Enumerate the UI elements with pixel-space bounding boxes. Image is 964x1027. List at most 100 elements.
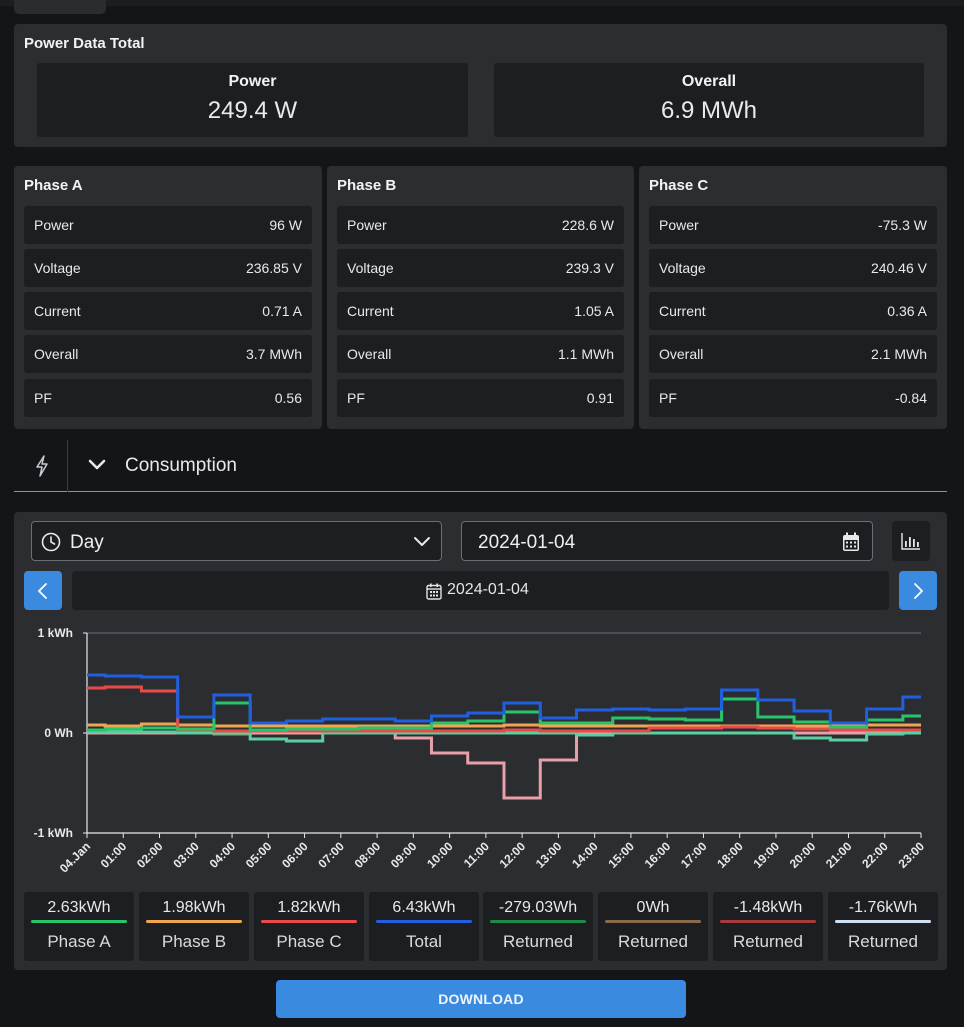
x-tick-label: 05:00 — [243, 839, 275, 871]
legend-item-returned-c[interactable]: -1.48kWh Returned — [713, 892, 823, 961]
legend-item-returned-total[interactable]: -1.76kWh Returned — [828, 892, 938, 961]
series-line — [87, 722, 921, 728]
phase-row: Power 96 W — [24, 206, 312, 244]
phase-row: Current 1.05 A — [337, 292, 624, 330]
row-label: PF — [34, 390, 52, 406]
x-tick-label: 15:00 — [605, 839, 637, 871]
power-data-total-card: Power Data Total Power 249.4 W Overall 6… — [14, 24, 947, 147]
current-date-display[interactable]: 2024-01-04 — [72, 571, 889, 610]
row-value: 1.05 A — [574, 303, 614, 319]
legend-item-total[interactable]: 6.43kWh Total — [369, 892, 479, 961]
x-tick-label: 21:00 — [823, 839, 855, 871]
row-value: 3.7 MWh — [245, 346, 302, 362]
phase-b-card: Phase B Power 228.6 W Voltage 239.3 V Curr… — [327, 166, 634, 429]
row-label: Voltage — [347, 260, 394, 276]
legend-name: Returned — [848, 932, 918, 951]
bolt-icon — [36, 455, 48, 477]
date-input[interactable]: 2024-01-04 — [461, 521, 873, 561]
series-line — [87, 673, 921, 725]
legend-swatch — [31, 920, 127, 923]
row-value: -75.3 W — [877, 217, 927, 233]
legend-swatch — [835, 920, 931, 923]
row-label: Current — [659, 303, 706, 319]
legend-value: 1.98kWh — [162, 899, 226, 916]
phase-title: Phase A — [24, 177, 83, 194]
legend-item-phase-b[interactable]: 1.98kWh Phase B — [139, 892, 249, 961]
total-overall-value: 6.9 MWh — [660, 97, 758, 124]
card-title: Power Data Total — [24, 35, 145, 52]
legend-item-phase-a[interactable]: 2.63kWh Phase A — [24, 892, 134, 961]
row-value: 0.36 A — [887, 303, 927, 319]
row-label: Overall — [34, 346, 79, 362]
total-power-box: Power 249.4 W — [37, 63, 468, 137]
legend-item-returned-a[interactable]: -279.03Wh Returned — [483, 892, 593, 961]
phase-row: Power -75.3 W — [649, 206, 937, 244]
row-value: 0.71 A — [262, 303, 302, 319]
row-value: 96 W — [269, 217, 302, 233]
x-tick-label: 12:00 — [497, 839, 529, 871]
phase-row: Overall 1.1 MWh — [337, 335, 624, 373]
next-day-button[interactable] — [899, 571, 937, 610]
x-tick-label: 08:00 — [352, 839, 384, 871]
row-value: 0.56 — [274, 390, 302, 406]
x-tick-label: 03:00 — [170, 839, 202, 871]
x-tick-label: 04:00 — [207, 839, 239, 871]
legend-value: 6.43kWh — [392, 899, 456, 916]
legend-name: Phase A — [47, 932, 111, 951]
row-label: Overall — [347, 346, 392, 362]
legend-value: -279.03Wh — [498, 899, 578, 916]
legend-name: Returned — [618, 932, 688, 951]
row-label: Power — [347, 217, 387, 233]
x-tick-label: 06:00 — [279, 839, 311, 871]
x-tick-label: 19:00 — [750, 839, 782, 871]
phase-row: Overall 2.1 MWh — [649, 335, 937, 373]
legend-item-returned-b[interactable]: 0Wh Returned — [598, 892, 708, 961]
row-label: Current — [34, 303, 81, 319]
clock-icon — [41, 532, 61, 552]
legend-value: 2.63kWh — [47, 899, 111, 916]
download-button[interactable]: DOWNLOAD — [276, 980, 686, 1018]
row-label: Power — [659, 217, 699, 233]
chart-type-button[interactable] — [892, 521, 930, 561]
calendar-icon[interactable] — [842, 532, 860, 552]
legend-name: Returned — [733, 932, 803, 951]
row-label: PF — [659, 390, 677, 406]
row-value: -0.84 — [895, 390, 927, 406]
phase-row: Voltage 236.85 V — [24, 249, 312, 287]
phase-row: Current 0.71 A — [24, 292, 312, 330]
legend-item-phase-c[interactable]: 1.82kWh Phase C — [254, 892, 364, 961]
row-value: 240.46 V — [870, 260, 927, 276]
phase-row: Overall 3.7 MWh — [24, 335, 312, 373]
x-tick-label: 20:00 — [787, 839, 819, 871]
row-value: 1.1 MWh — [557, 346, 614, 362]
total-overall-box: Overall 6.9 MWh — [494, 63, 924, 137]
date-value: 2024-01-04 — [478, 532, 576, 553]
prev-day-button[interactable] — [24, 571, 62, 610]
chevron-down-icon[interactable] — [88, 458, 106, 472]
legend-value: -1.48kWh — [733, 899, 803, 916]
phase-a-card: Phase A Power 96 W Voltage 236.85 V Curren… — [14, 166, 322, 429]
legend-swatch — [605, 920, 701, 923]
phase-row: PF -0.84 — [649, 379, 937, 417]
legend-value: -1.76kWh — [848, 899, 918, 916]
x-tick-label: 02:00 — [134, 839, 166, 871]
legend-name: Total — [406, 932, 442, 951]
row-label: PF — [347, 390, 365, 406]
phase-row: Voltage 240.46 V — [649, 249, 937, 287]
legend-value: 1.82kWh — [277, 899, 341, 916]
period-select[interactable]: Day — [31, 521, 442, 561]
row-label: Power — [34, 217, 74, 233]
legend-name: Returned — [503, 932, 573, 951]
bar-chart-icon — [901, 533, 920, 550]
chevron-left-icon — [38, 583, 47, 599]
legend-swatch — [261, 920, 357, 923]
total-power-value: 249.4 W — [207, 97, 298, 124]
legend-swatch — [146, 920, 242, 923]
x-tick-label: 16:00 — [642, 839, 674, 871]
divider — [67, 440, 68, 492]
phase-row: Power 228.6 W — [337, 206, 624, 244]
phase-row: PF 0.56 — [24, 379, 312, 417]
top-tab[interactable] — [14, 0, 106, 14]
consumption-section-header[interactable]: Consumption — [14, 440, 947, 492]
